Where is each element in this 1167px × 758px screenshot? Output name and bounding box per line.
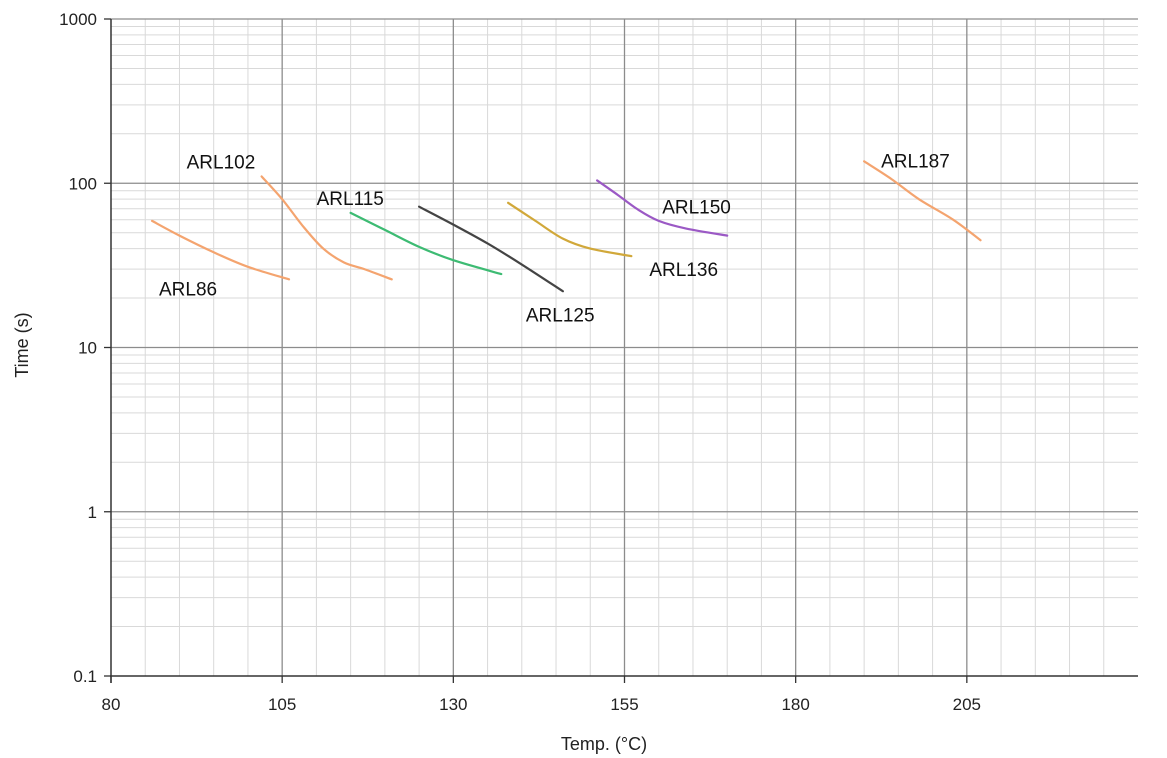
y-tick-label: 1000 bbox=[59, 10, 97, 29]
major-grid bbox=[111, 18, 1138, 676]
x-tick-label: 80 bbox=[102, 695, 121, 714]
y-tick-label: 10 bbox=[78, 339, 97, 358]
x-tick-label: 155 bbox=[610, 695, 638, 714]
series-line-arl150 bbox=[596, 179, 729, 237]
series-line-arl86 bbox=[150, 219, 291, 281]
x-tick-labels: 80 105 130 155 180 205 bbox=[102, 695, 981, 714]
series-label-arl187: ARL187 bbox=[881, 151, 950, 172]
series-line-arl102 bbox=[260, 175, 393, 281]
series-label-arl136: ARL136 bbox=[649, 260, 718, 281]
x-tick-label: 105 bbox=[268, 695, 296, 714]
series-label-arl115: ARL115 bbox=[317, 189, 384, 210]
x-tick-label: 180 bbox=[781, 695, 809, 714]
y-tick-label: 0.1 bbox=[73, 667, 97, 686]
series-line-arl115 bbox=[349, 211, 503, 276]
y-tick-label: 1 bbox=[88, 503, 97, 522]
series-label-arl150: ARL150 bbox=[662, 198, 731, 219]
series-labels: ARL86 ARL102 ARL115 ARL125 ARL136 ARL150 ARL18… bbox=[159, 151, 950, 326]
y-tick-labels: 0.1 1 10 100 1000 bbox=[59, 10, 97, 686]
x-tick-label: 130 bbox=[439, 695, 467, 714]
series-line-arl187 bbox=[863, 160, 982, 242]
axes bbox=[104, 18, 1138, 683]
series-label-arl125: ARL125 bbox=[526, 305, 595, 326]
x-tick-label: 205 bbox=[953, 695, 981, 714]
y-axis-title: Time (s) bbox=[12, 312, 32, 377]
series-lines bbox=[150, 160, 982, 293]
series-label-arl102: ARL102 bbox=[187, 152, 256, 173]
series-line-arl125 bbox=[418, 205, 564, 293]
x-axis-title: Temp. (°C) bbox=[561, 734, 647, 754]
y-tick-label: 100 bbox=[69, 174, 97, 193]
series-label-arl86: ARL86 bbox=[159, 279, 217, 300]
series-line-arl136 bbox=[507, 201, 633, 258]
